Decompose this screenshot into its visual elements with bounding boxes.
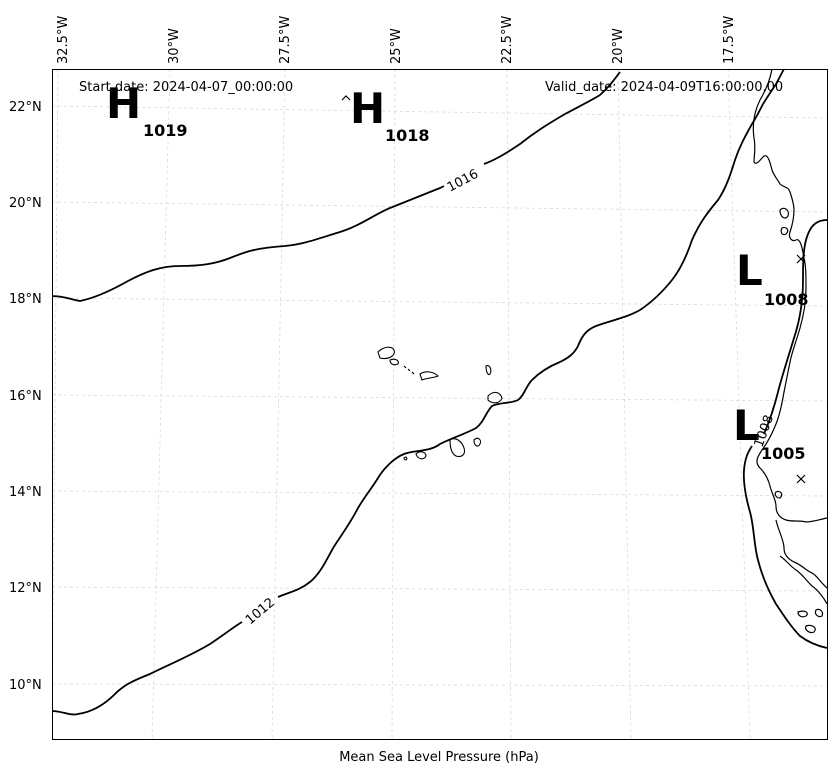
isobar-label: 1012 [243, 595, 278, 628]
valid-date: Valid_date: 2024-04-09T16:00:00.00 [545, 80, 783, 95]
longitude-label: 17.5°W [722, 16, 737, 64]
isobars [51, 68, 828, 716]
isobar-1012 [51, 621, 243, 716]
latitude-label: 18°N [9, 292, 42, 307]
latitude-label: 12°N [9, 581, 42, 596]
graticule [51, 68, 828, 741]
isobar-1016b [483, 94, 601, 165]
low-pressure-letter: L [733, 401, 760, 450]
latitude-label: 10°N [9, 678, 42, 693]
low-pressure-value: 1005 [761, 444, 806, 463]
map-frame [52, 69, 828, 740]
isobar-1008 [763, 219, 828, 435]
caret-icon [341, 95, 351, 101]
latitude-label: 14°N [9, 485, 42, 500]
cross-icon [796, 474, 806, 484]
longitude-label: 27.5°W [278, 16, 293, 64]
africa-coast [752, 68, 828, 523]
isobar-1016 [51, 185, 445, 302]
longitude-label: 20°W [611, 28, 626, 64]
longitude-label: 22.5°W [500, 16, 515, 64]
coastline [752, 68, 828, 634]
isobar-1008b [742, 445, 828, 649]
latitude-label: 22°N [9, 100, 42, 115]
longitude-label: 25°W [389, 28, 404, 64]
high-pressure-letter: H [106, 79, 141, 128]
latitude-label: 16°N [9, 389, 42, 404]
isobar-label: 1016 [445, 167, 481, 196]
center-markers [341, 95, 806, 484]
latitude-labels: 22°N 20°N 18°N 16°N 14°N 12°N 10°N [9, 100, 42, 693]
isobar-1012b [277, 103, 764, 598]
longitude-label: 32.5°W [56, 16, 71, 64]
low-pressure-letter: L [736, 246, 763, 295]
latitude-label: 20°N [9, 196, 42, 211]
start-date: Start date: 2024-04-07_00:00:00 [79, 80, 293, 95]
map-caption: Mean Sea Level Pressure (hPa) [339, 750, 539, 765]
low-pressure-value: 1008 [764, 290, 809, 309]
cape-verde-islands [377, 346, 503, 461]
cross-icon [796, 254, 806, 264]
pressure-centers: H 1019 H 1018 L 1008 L 1005 [106, 79, 809, 463]
longitude-labels: 32.5°W 30°W 27.5°W 25°W 22.5°W 20°W 17.5… [56, 16, 737, 64]
high-pressure-letter: H [350, 84, 385, 133]
high-pressure-value: 1018 [385, 126, 430, 145]
high-pressure-value: 1019 [143, 121, 188, 140]
longitude-label: 30°W [167, 28, 182, 64]
